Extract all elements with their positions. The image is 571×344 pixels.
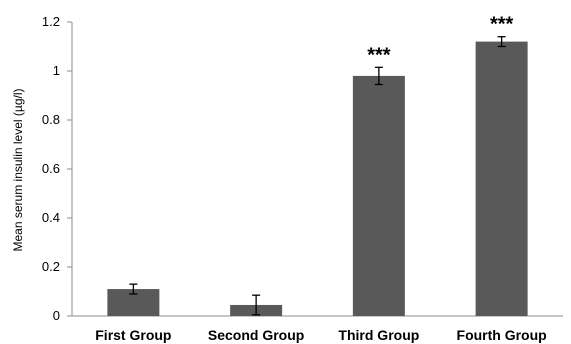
bar [352, 75, 405, 317]
y-tick-label: 0.2 [42, 259, 60, 274]
bars [107, 36, 528, 317]
category-label: Fourth Group [457, 327, 547, 343]
significance-label: *** [490, 14, 514, 36]
significance-annotations: *** *** [367, 14, 513, 67]
y-tick-label: 0.8 [42, 112, 60, 127]
y-tick-label: 0.6 [42, 161, 60, 176]
y-tick-label: 1 [53, 63, 60, 78]
category-labels: First Group Second Group Third Group Fourth… [95, 327, 546, 343]
y-tick-label: 0.4 [42, 210, 60, 225]
y-tick-label: 0 [53, 308, 60, 323]
category-label: Second Group [208, 327, 304, 343]
y-ticks: 0 0.2 0.4 0.6 0.8 1 1.2 [42, 14, 72, 323]
y-axis-label: Mean serum insulin level (µg/l) [11, 89, 25, 252]
category-label: Third Group [338, 327, 419, 343]
category-label: First Group [95, 327, 171, 343]
bar [475, 41, 528, 316]
significance-label: *** [367, 44, 391, 66]
y-tick-label: 1.2 [42, 14, 60, 29]
